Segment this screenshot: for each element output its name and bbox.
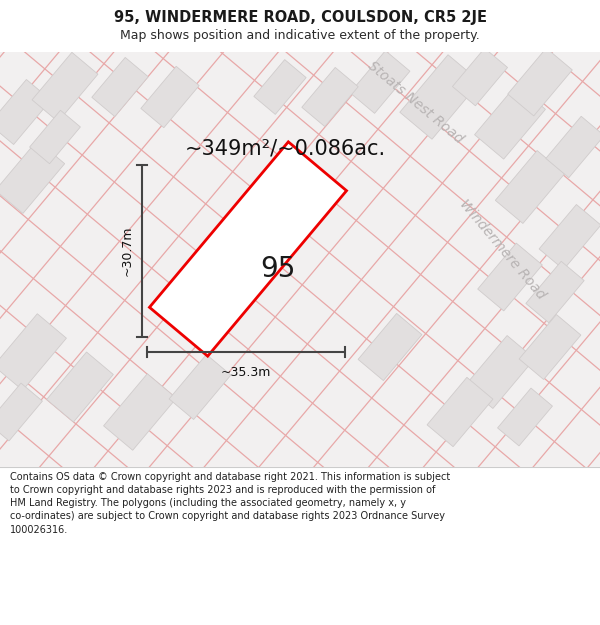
Polygon shape	[475, 85, 545, 159]
Text: 95: 95	[260, 255, 296, 283]
Polygon shape	[452, 48, 508, 106]
Polygon shape	[546, 116, 600, 178]
Text: ~349m²/~0.086ac.: ~349m²/~0.086ac.	[185, 139, 386, 159]
Polygon shape	[478, 243, 542, 311]
Text: ~35.3m: ~35.3m	[221, 366, 271, 379]
Polygon shape	[254, 59, 306, 114]
Polygon shape	[427, 378, 493, 447]
Polygon shape	[400, 55, 480, 139]
Polygon shape	[0, 141, 65, 214]
Text: ~30.7m: ~30.7m	[121, 226, 134, 276]
Text: 95, WINDERMERE ROAD, COULSDON, CR5 2JE: 95, WINDERMERE ROAD, COULSDON, CR5 2JE	[113, 11, 487, 26]
Polygon shape	[466, 336, 535, 409]
Polygon shape	[350, 51, 410, 113]
Text: Contains OS data © Crown copyright and database right 2021. This information is : Contains OS data © Crown copyright and d…	[10, 472, 450, 534]
Polygon shape	[29, 110, 80, 164]
Polygon shape	[526, 261, 584, 322]
Polygon shape	[496, 151, 565, 224]
Polygon shape	[32, 52, 98, 122]
Polygon shape	[497, 388, 553, 446]
Polygon shape	[302, 68, 358, 126]
Polygon shape	[149, 142, 347, 356]
Text: Windermere Road: Windermere Road	[457, 196, 548, 301]
Polygon shape	[508, 48, 572, 116]
Polygon shape	[539, 204, 600, 269]
Text: Stoats Nest Road: Stoats Nest Road	[365, 58, 466, 146]
Polygon shape	[358, 313, 422, 381]
Polygon shape	[104, 374, 176, 450]
Polygon shape	[169, 354, 231, 419]
Polygon shape	[0, 314, 67, 390]
Polygon shape	[519, 314, 581, 379]
Text: Map shows position and indicative extent of the property.: Map shows position and indicative extent…	[120, 29, 480, 42]
Polygon shape	[141, 66, 199, 128]
Polygon shape	[92, 58, 148, 116]
Polygon shape	[0, 383, 43, 441]
Polygon shape	[0, 79, 51, 144]
Polygon shape	[47, 352, 113, 422]
